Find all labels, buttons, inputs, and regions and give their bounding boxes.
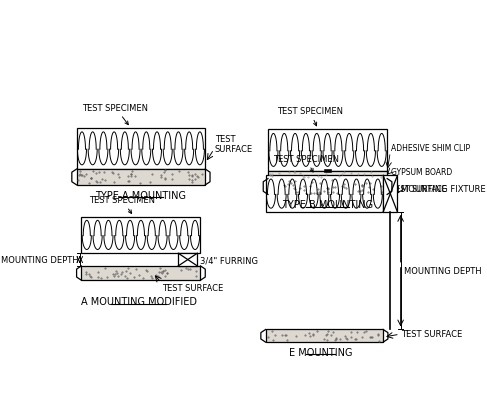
Text: TYPE A MOUNTING: TYPE A MOUNTING xyxy=(95,190,187,200)
Text: MOUNTING DEPTH: MOUNTING DEPTH xyxy=(404,267,482,275)
Bar xyxy=(81,217,201,253)
Text: TYPE B MOUNTING: TYPE B MOUNTING xyxy=(282,200,373,210)
Text: E MOUNTING: E MOUNTING xyxy=(289,347,352,357)
Bar xyxy=(76,128,205,170)
Text: TEST SPECIMEN: TEST SPECIMEN xyxy=(273,154,338,172)
Bar xyxy=(81,266,201,281)
Text: TEST SURFACE: TEST SURFACE xyxy=(391,185,447,194)
Bar xyxy=(178,253,197,266)
Text: TEST SPECIMEN: TEST SPECIMEN xyxy=(277,107,343,126)
Bar xyxy=(76,170,205,185)
Text: MOUNTING FIXTURE: MOUNTING FIXTURE xyxy=(401,185,485,194)
Text: 3/4" FURRING: 3/4" FURRING xyxy=(200,255,258,264)
Bar xyxy=(268,130,387,171)
Text: GYPSUM BOARD: GYPSUM BOARD xyxy=(391,168,452,176)
Text: MOUNTING DEPTH: MOUNTING DEPTH xyxy=(0,255,78,264)
Bar xyxy=(265,330,383,342)
Bar xyxy=(268,171,387,179)
Text: A MOUNTING MODIFIED: A MOUNTING MODIFIED xyxy=(80,296,197,306)
Text: TEST SURFACE: TEST SURFACE xyxy=(162,284,224,293)
Bar xyxy=(268,179,387,195)
Text: TEST SURFACE: TEST SURFACE xyxy=(401,329,462,338)
Bar xyxy=(324,170,331,172)
Text: TEST
SURFACE: TEST SURFACE xyxy=(215,134,253,154)
Bar xyxy=(265,176,383,213)
Text: TEST SPECIMEN: TEST SPECIMEN xyxy=(89,195,155,214)
Text: TEST SPECIMEN: TEST SPECIMEN xyxy=(82,103,148,126)
Text: ADHESIVE SHIM CLIP: ADHESIVE SHIM CLIP xyxy=(391,144,470,153)
Bar xyxy=(383,176,397,213)
